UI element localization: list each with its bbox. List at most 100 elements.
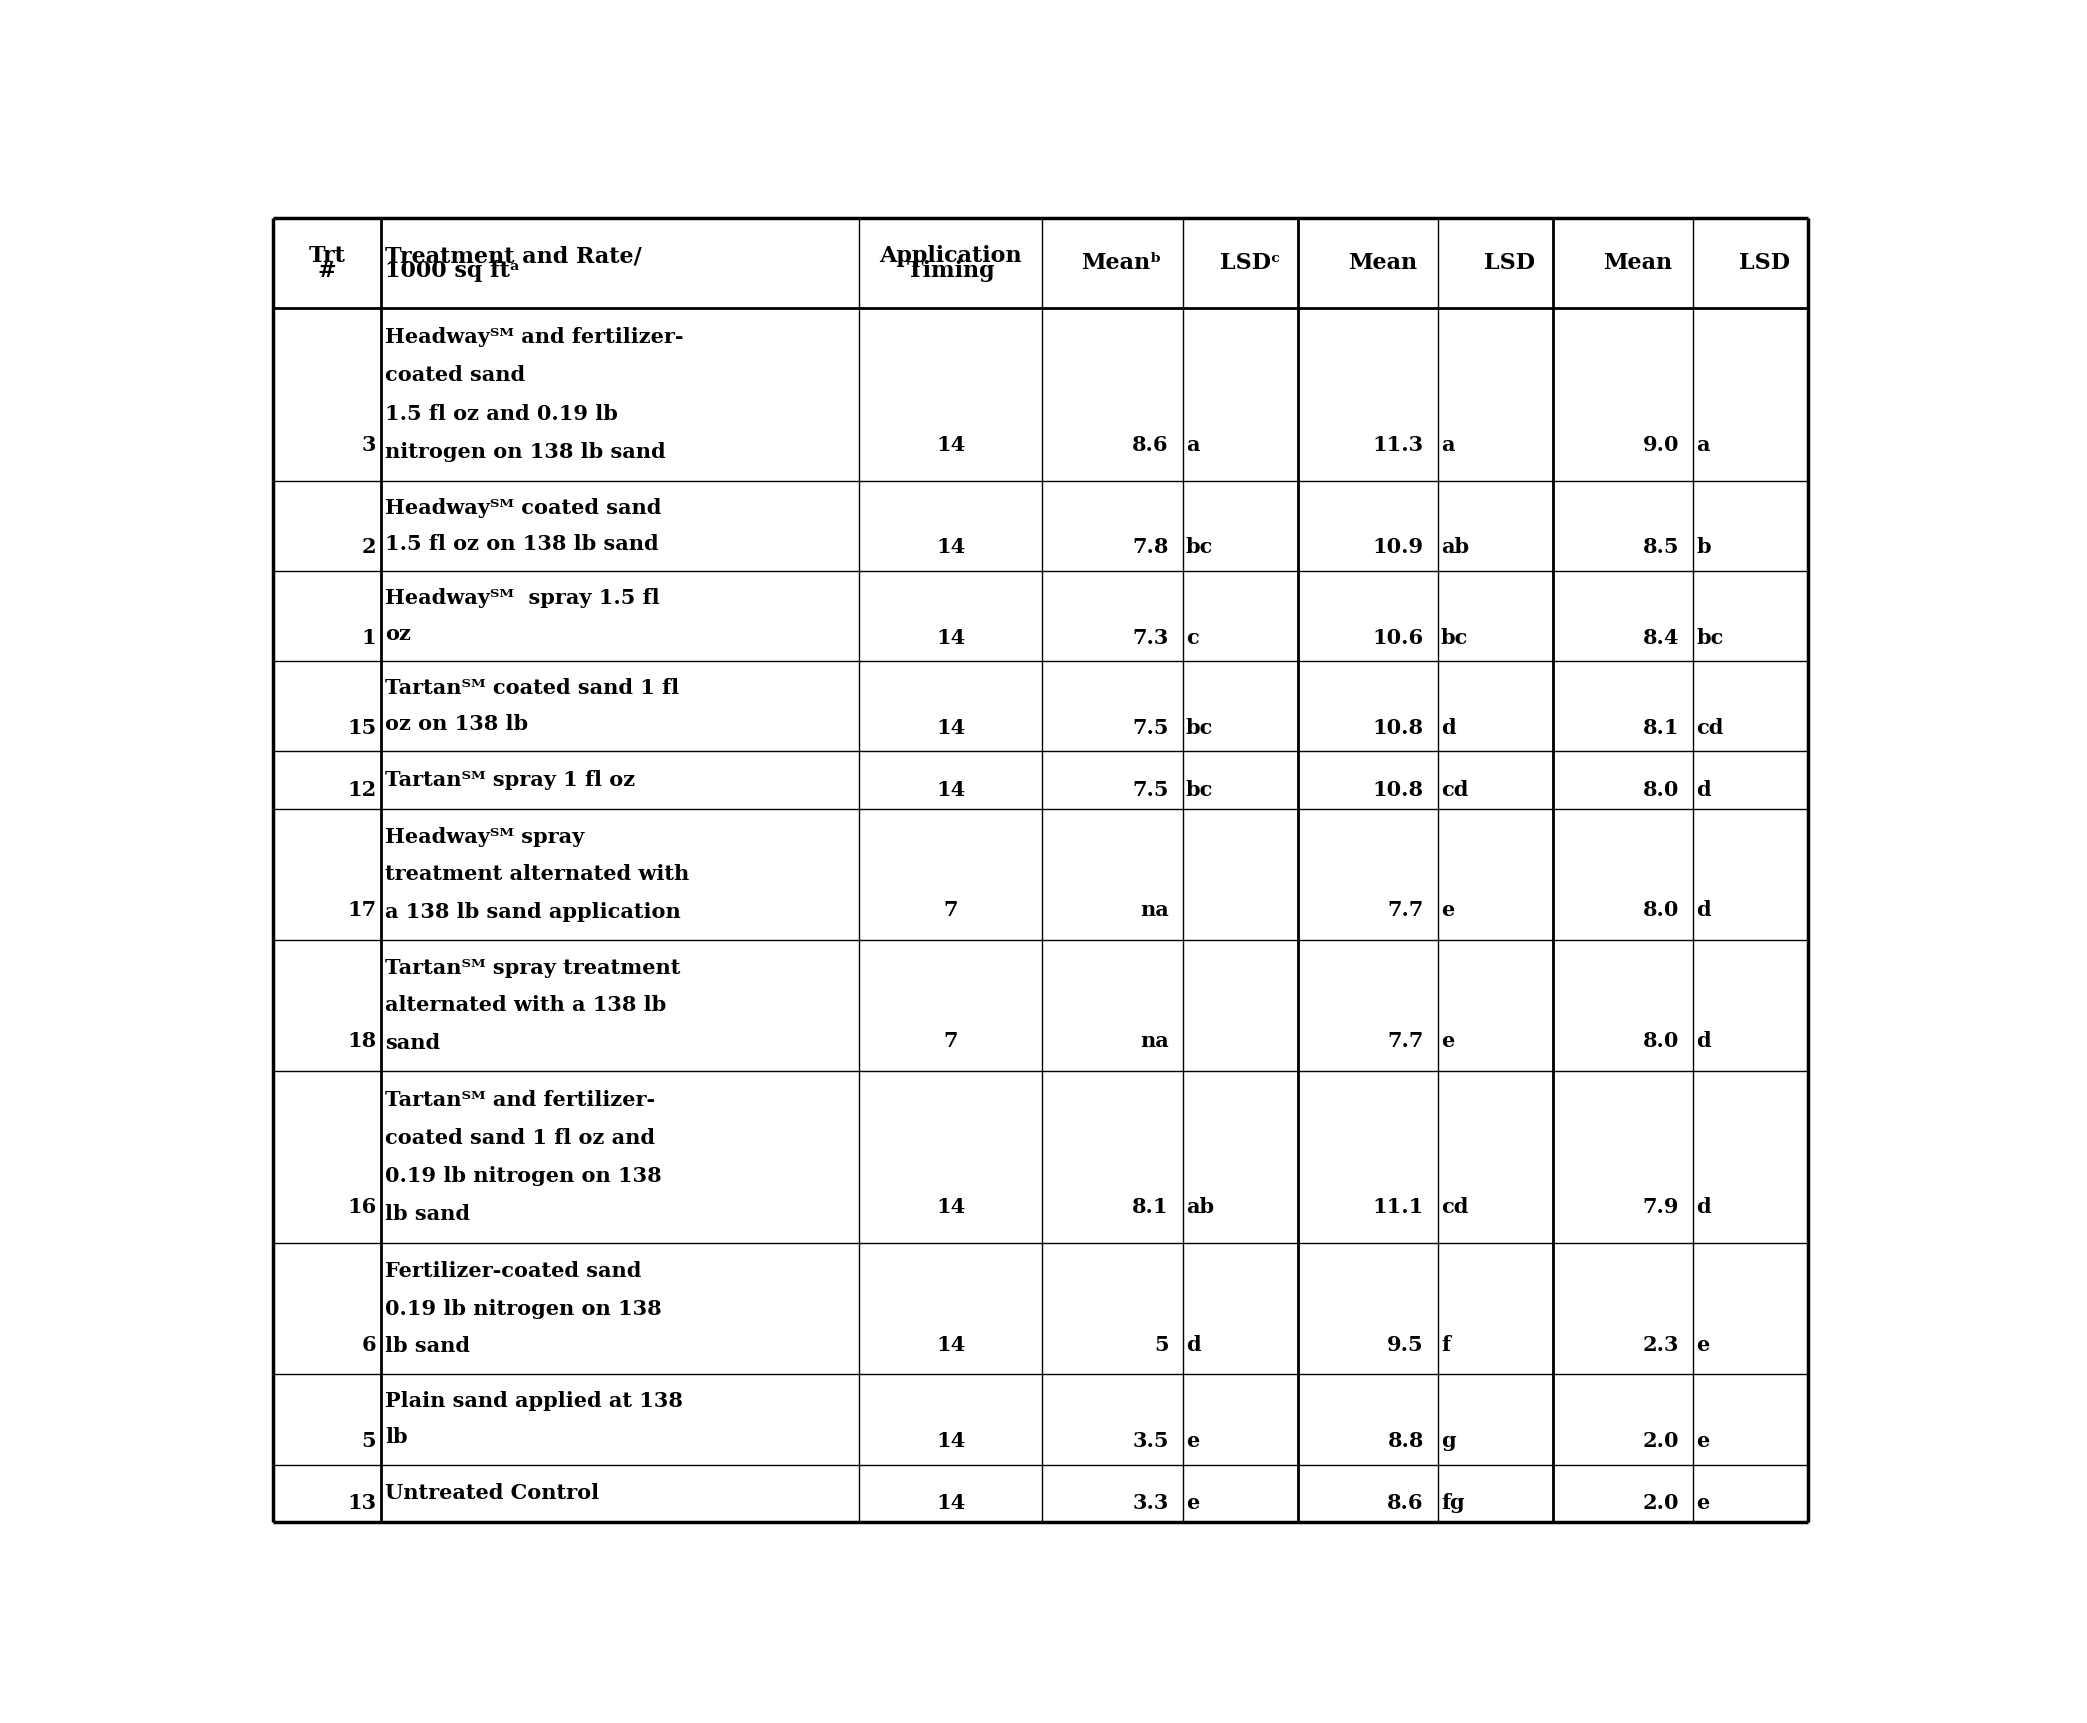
Text: 7: 7 [943, 1032, 958, 1051]
Text: 0.19 lb nitrogen on 138: 0.19 lb nitrogen on 138 [384, 1166, 662, 1185]
Text: d: d [1697, 781, 1711, 799]
Text: ab: ab [1440, 538, 1469, 557]
Text: g: g [1440, 1432, 1455, 1451]
Text: bc: bc [1697, 627, 1724, 648]
Text: 8.8: 8.8 [1388, 1432, 1423, 1451]
Text: Meanᵇ: Meanᵇ [1081, 252, 1162, 274]
Text: 14: 14 [937, 1494, 966, 1513]
Text: e: e [1440, 899, 1455, 920]
Text: Headwayᵀᴹ  spray 1.5 fl: Headwayᵀᴹ spray 1.5 fl [384, 588, 659, 608]
Text: lb: lb [384, 1427, 407, 1447]
Text: Mean: Mean [1603, 252, 1672, 274]
Text: d: d [1697, 1197, 1711, 1218]
Text: 7.8: 7.8 [1133, 538, 1169, 557]
Text: 14: 14 [937, 1335, 966, 1354]
Text: 14: 14 [937, 1197, 966, 1218]
Text: cd: cd [1440, 781, 1469, 799]
Text: 9.5: 9.5 [1388, 1335, 1423, 1354]
Text: 7.3: 7.3 [1133, 627, 1169, 648]
Text: 10.8: 10.8 [1373, 781, 1423, 799]
Text: 10.6: 10.6 [1373, 627, 1423, 648]
Text: 2.3: 2.3 [1642, 1335, 1678, 1354]
Text: bc: bc [1185, 781, 1213, 799]
Text: 14: 14 [937, 781, 966, 799]
Text: 3: 3 [361, 434, 376, 455]
Text: nitrogen on 138 lb sand: nitrogen on 138 lb sand [384, 443, 666, 462]
Text: 8.0: 8.0 [1642, 781, 1678, 799]
Text: e: e [1440, 1032, 1455, 1051]
Text: coated sand 1 fl oz and: coated sand 1 fl oz and [384, 1129, 655, 1148]
Text: coated sand: coated sand [384, 365, 526, 386]
Text: 14: 14 [937, 718, 966, 737]
Text: a: a [1440, 434, 1455, 455]
Text: d: d [1440, 718, 1455, 737]
Text: Trt: Trt [309, 245, 344, 267]
Text: Untreated Control: Untreated Control [384, 1484, 599, 1502]
Text: 5: 5 [1154, 1335, 1169, 1354]
Text: 16: 16 [346, 1197, 376, 1218]
Text: 8.1: 8.1 [1133, 1197, 1169, 1218]
Text: e: e [1185, 1432, 1200, 1451]
Text: oz: oz [384, 624, 411, 644]
Text: Tartanᵀᴹ and fertilizer-: Tartanᵀᴹ and fertilizer- [384, 1089, 655, 1110]
Text: Application: Application [879, 245, 1023, 267]
Text: e: e [1185, 1494, 1200, 1513]
Text: 3.5: 3.5 [1133, 1432, 1169, 1451]
Text: 17: 17 [346, 899, 376, 920]
Text: Mean: Mean [1348, 252, 1417, 274]
Text: 13: 13 [346, 1494, 376, 1513]
Text: e: e [1697, 1494, 1709, 1513]
Text: #: # [317, 260, 336, 283]
Text: 8.6: 8.6 [1133, 434, 1169, 455]
Text: Headwayᵀᴹ spray: Headwayᵀᴹ spray [384, 827, 584, 846]
Text: 1.5 fl oz on 138 lb sand: 1.5 fl oz on 138 lb sand [384, 534, 657, 553]
Text: 11.1: 11.1 [1373, 1197, 1423, 1218]
Text: Tartanᵀᴹ coated sand 1 fl: Tartanᵀᴹ coated sand 1 fl [384, 679, 678, 698]
Text: Treatment and Rate/: Treatment and Rate/ [384, 245, 641, 267]
Text: 8.0: 8.0 [1642, 899, 1678, 920]
Text: na: na [1140, 899, 1169, 920]
Text: 10.9: 10.9 [1373, 538, 1423, 557]
Text: Timing: Timing [906, 260, 995, 283]
Text: Plain sand applied at 138: Plain sand applied at 138 [384, 1392, 682, 1411]
Text: fg: fg [1440, 1494, 1465, 1513]
Text: 1.5 fl oz and 0.19 lb: 1.5 fl oz and 0.19 lb [384, 403, 618, 424]
Text: a: a [1697, 434, 1709, 455]
Text: 15: 15 [346, 718, 376, 737]
Text: lb sand: lb sand [384, 1337, 470, 1356]
Text: na: na [1140, 1032, 1169, 1051]
Text: 7.9: 7.9 [1642, 1197, 1678, 1218]
Text: 1: 1 [361, 627, 376, 648]
Text: a 138 lb sand application: a 138 lb sand application [384, 901, 680, 922]
Text: 14: 14 [937, 434, 966, 455]
Text: 11.3: 11.3 [1373, 434, 1423, 455]
Text: 2.0: 2.0 [1642, 1494, 1678, 1513]
Text: 8.0: 8.0 [1642, 1032, 1678, 1051]
Text: 5: 5 [361, 1432, 376, 1451]
Text: 8.1: 8.1 [1642, 718, 1678, 737]
Text: 14: 14 [937, 1432, 966, 1451]
Text: Headwayᵀᴹ and fertilizer-: Headwayᵀᴹ and fertilizer- [384, 327, 682, 348]
Text: b: b [1697, 538, 1711, 557]
Text: LSDᶜ: LSDᶜ [1219, 252, 1279, 274]
Text: sand: sand [384, 1032, 440, 1053]
Text: LSD: LSD [1738, 252, 1791, 274]
Text: 14: 14 [937, 538, 966, 557]
Text: d: d [1185, 1335, 1200, 1354]
Text: 6: 6 [361, 1335, 376, 1354]
Text: 1000 sq ftᵃ: 1000 sq ftᵃ [384, 260, 520, 283]
Text: 8.4: 8.4 [1642, 627, 1678, 648]
Text: 2: 2 [361, 538, 376, 557]
Text: 9.0: 9.0 [1642, 434, 1678, 455]
Text: 7.5: 7.5 [1133, 781, 1169, 799]
Text: bc: bc [1440, 627, 1469, 648]
Text: 7.7: 7.7 [1388, 1032, 1423, 1051]
Text: 10.8: 10.8 [1373, 718, 1423, 737]
Text: bc: bc [1185, 718, 1213, 737]
Text: 8.6: 8.6 [1388, 1494, 1423, 1513]
Text: alternated with a 138 lb: alternated with a 138 lb [384, 996, 666, 1015]
Text: c: c [1185, 627, 1198, 648]
Text: Fertilizer-coated sand: Fertilizer-coated sand [384, 1261, 641, 1282]
Text: cd: cd [1697, 718, 1724, 737]
Text: treatment alternated with: treatment alternated with [384, 865, 689, 884]
